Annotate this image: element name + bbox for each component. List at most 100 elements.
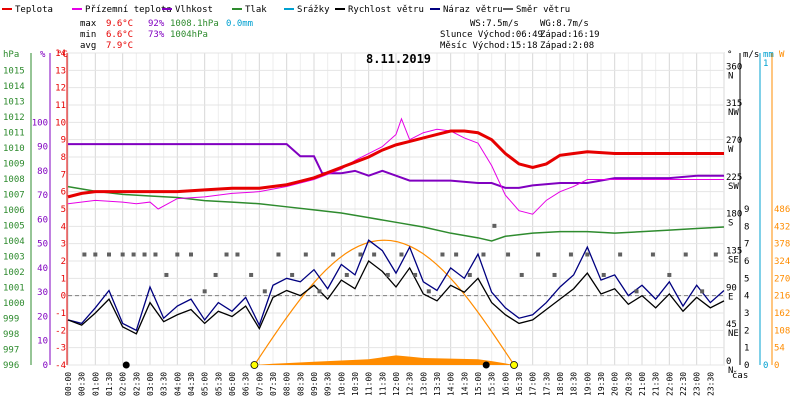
w-tick-label: 324 bbox=[774, 257, 790, 267]
x-tick-label: 21:30 bbox=[652, 372, 661, 396]
wind-direction-point bbox=[667, 272, 672, 277]
unit-hpa: hPa bbox=[3, 50, 19, 60]
ground-temp-line bbox=[67, 117, 724, 215]
pct-tick-label: 10 bbox=[37, 337, 48, 347]
wind-direction-point bbox=[568, 252, 573, 257]
x-tick-label: 15:00 bbox=[474, 372, 483, 396]
ms-tick-label: 5 bbox=[744, 274, 749, 284]
w-tick-label: 432 bbox=[774, 222, 790, 232]
wind-direction-point bbox=[213, 272, 218, 277]
stat-max-rain: 0.0mm bbox=[226, 19, 253, 29]
dir-tick-label: 0 bbox=[726, 357, 731, 367]
stat-wg: WG:8.7m/s bbox=[540, 19, 589, 29]
hpa-tick-label: 1014 bbox=[3, 82, 25, 92]
mm-tick-label: 1 bbox=[763, 59, 768, 69]
x-tick-label: 01:30 bbox=[105, 372, 114, 396]
mm-tick-label: 0 bbox=[763, 361, 768, 371]
wind-direction-point bbox=[189, 252, 193, 257]
wind-direction-point bbox=[317, 289, 322, 294]
x-tick-label: 03:00 bbox=[146, 372, 155, 396]
hpa-tick-label: 996 bbox=[3, 361, 19, 371]
stat-min-label: min bbox=[80, 30, 96, 40]
degc-tick-label: 1 bbox=[61, 274, 66, 284]
stat-slunce: Slunce Východ:06:49 bbox=[440, 30, 543, 40]
wind-direction-point bbox=[344, 272, 349, 277]
wind-direction-point bbox=[519, 272, 524, 277]
x-tick-label: 08:30 bbox=[296, 372, 305, 396]
ms-tick-label: 0 bbox=[744, 361, 749, 371]
hpa-tick-label: 1009 bbox=[3, 159, 25, 169]
dir-tick-name: SE bbox=[728, 256, 739, 266]
pct-tick-label: 30 bbox=[37, 288, 48, 298]
pct-tick-label: 100 bbox=[32, 118, 48, 128]
degc-tick-label: -3 bbox=[55, 344, 66, 354]
dir-tick-name: NE bbox=[728, 329, 739, 339]
w-tick-label: 270 bbox=[774, 274, 790, 284]
x-tick-label: 05:00 bbox=[201, 372, 210, 396]
wind-speed-line bbox=[67, 260, 725, 335]
x-tick-label: 06:00 bbox=[228, 372, 237, 396]
wind-direction-point bbox=[224, 252, 229, 257]
sun-curve bbox=[122, 239, 518, 369]
radiation-fill bbox=[68, 355, 724, 365]
moonrise-marker bbox=[482, 361, 490, 369]
dir-tick-name: E bbox=[728, 292, 733, 302]
hpa-tick-label: 1015 bbox=[3, 66, 25, 76]
x-tick-label: 13:00 bbox=[419, 372, 428, 396]
ms-tick-label: 6 bbox=[744, 257, 749, 267]
x-tick-label: 17:30 bbox=[542, 372, 551, 396]
hpa-tick-label: 1013 bbox=[3, 97, 25, 107]
x-tick-label: 13:30 bbox=[433, 372, 442, 396]
wind-direction-point bbox=[506, 252, 511, 257]
unit-degc: °C bbox=[57, 50, 68, 60]
unit-ms: m/s bbox=[743, 50, 759, 60]
wind-direction-point bbox=[650, 252, 655, 257]
pct-tick-label: 90 bbox=[37, 143, 48, 153]
pct-tick-label: 60 bbox=[37, 215, 48, 225]
unit-w: W bbox=[779, 50, 785, 60]
dir-tick-name: W bbox=[728, 145, 734, 155]
degc-tick-label: 4 bbox=[61, 222, 66, 232]
wind-direction-point bbox=[249, 272, 254, 277]
wind-direction-point bbox=[536, 252, 541, 257]
legend-label: Přízemní teplota bbox=[85, 5, 172, 15]
pct-tick-label: 80 bbox=[37, 167, 48, 177]
w-tick-label: 108 bbox=[774, 326, 790, 336]
stat-max-temp: 9.6°C bbox=[106, 19, 133, 29]
pct-tick-label: 0 bbox=[43, 361, 48, 371]
wind-direction-point bbox=[399, 252, 404, 257]
legend-label: Teplota bbox=[15, 5, 53, 15]
stat-mesic-zapad: Západ:2:08 bbox=[540, 41, 594, 51]
temperature-line bbox=[67, 129, 724, 199]
dir-tick-name: S bbox=[728, 219, 733, 229]
dir-tick-label: 360 bbox=[726, 62, 742, 72]
x-axis-label: čas bbox=[732, 370, 748, 381]
wind-direction-point bbox=[262, 289, 267, 294]
x-tick-label: 12:30 bbox=[406, 372, 415, 396]
degc-tick-label: 2 bbox=[61, 257, 66, 267]
degc-tick-label: -1 bbox=[55, 309, 66, 319]
wind-direction-point bbox=[82, 252, 87, 257]
sunrise-marker bbox=[250, 361, 259, 369]
x-tick-label: 22:30 bbox=[679, 372, 688, 396]
degc-tick-label: -2 bbox=[55, 326, 66, 336]
x-tick-label: 01:00 bbox=[91, 372, 100, 396]
wind-direction-point bbox=[153, 252, 158, 257]
sun-elevation-line bbox=[253, 239, 515, 366]
wind-direction-point bbox=[585, 252, 590, 257]
wind-direction-point bbox=[601, 272, 606, 277]
wind-direction-point bbox=[634, 289, 639, 294]
series-lines bbox=[67, 117, 725, 335]
x-tick-label: 10:00 bbox=[337, 372, 346, 396]
degc-tick-label: 9 bbox=[61, 136, 66, 146]
wind-direction-point bbox=[413, 272, 418, 277]
hpa-tick-label: 1012 bbox=[3, 113, 25, 123]
dir-tick-name: N bbox=[728, 71, 733, 81]
w-tick-label: 378 bbox=[774, 240, 790, 250]
x-tick-label: 04:00 bbox=[173, 372, 182, 396]
ms-tick-label: 8 bbox=[744, 222, 749, 232]
stat-min-hum: 73% bbox=[148, 30, 165, 40]
dir-tick-name: N bbox=[728, 366, 733, 376]
x-tick-label: 11:00 bbox=[365, 372, 374, 396]
